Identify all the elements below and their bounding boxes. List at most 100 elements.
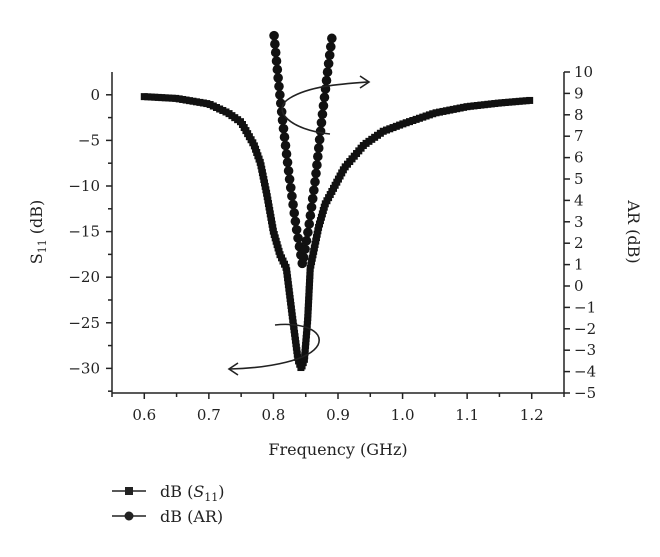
circle-marker bbox=[322, 67, 333, 77]
circle-marker bbox=[283, 166, 294, 176]
circle-marker bbox=[289, 208, 300, 218]
x-axis-label: Frequency (GHz) bbox=[268, 440, 407, 459]
circle-marker bbox=[319, 92, 330, 103]
axes: 0.6 0.7 0.8 0.9 1.0 1.1 1.20−5−10−15−20−25−301… bbox=[68, 63, 596, 424]
circle-marker bbox=[293, 233, 303, 243]
y-axis-left-label: S11 (dB) bbox=[27, 200, 49, 265]
circle-marker bbox=[313, 151, 323, 162]
y-left-tick-label: −20 bbox=[68, 268, 100, 286]
y-right-tick-label: 8 bbox=[574, 106, 584, 124]
circle-marker bbox=[298, 252, 309, 263]
y-right-tick-label: 5 bbox=[574, 170, 584, 188]
circle-marker bbox=[275, 90, 285, 100]
y-right-tick-label: −4 bbox=[574, 363, 596, 381]
legend-item-s11: dB (S11) bbox=[112, 482, 225, 504]
circle-marker bbox=[272, 64, 283, 75]
circle-marker bbox=[269, 30, 279, 41]
circle-marker bbox=[301, 235, 312, 246]
circle-marker bbox=[315, 126, 326, 136]
series-line bbox=[144, 95, 532, 371]
legend-square-marker bbox=[125, 487, 133, 495]
circle-marker bbox=[270, 39, 280, 49]
circle-marker bbox=[303, 227, 313, 238]
circle-marker bbox=[327, 33, 337, 44]
circle-marker bbox=[291, 224, 302, 235]
series-ar bbox=[269, 30, 337, 269]
ar-arrow-head bbox=[359, 75, 371, 89]
circle-marker bbox=[316, 117, 327, 128]
circle-marker bbox=[323, 58, 334, 69]
svg-text:dB (S11): dB (S11) bbox=[160, 482, 225, 504]
series-s11 bbox=[140, 93, 534, 372]
circle-marker bbox=[274, 81, 284, 92]
circle-marker bbox=[309, 185, 319, 196]
legend-item-ar: dB (AR) bbox=[112, 507, 223, 526]
x-tick-label: 0.6 bbox=[132, 406, 156, 424]
y-right-tick-label: −1 bbox=[574, 298, 596, 316]
y-right-tick-label: −5 bbox=[574, 384, 596, 402]
circle-marker bbox=[312, 160, 322, 170]
y-axis-right-label: AR (dB) bbox=[624, 199, 643, 263]
y-right-tick-label: −3 bbox=[574, 341, 596, 359]
circle-marker bbox=[317, 109, 328, 120]
x-tick-label: 1.0 bbox=[391, 406, 415, 424]
circle-marker bbox=[307, 193, 318, 204]
circle-marker bbox=[284, 174, 295, 185]
circle-marker bbox=[306, 202, 317, 212]
y-right-tick-label: 6 bbox=[574, 149, 584, 167]
y-right-tick-label: 3 bbox=[574, 213, 584, 231]
y-left-tick-label: −25 bbox=[68, 314, 100, 332]
circle-marker bbox=[311, 168, 321, 179]
y-left-tick-label: 0 bbox=[90, 86, 100, 104]
x-tick-label: 0.9 bbox=[326, 406, 350, 424]
legend: dB (S11) dB (AR) bbox=[112, 482, 225, 526]
ar-annotation-arrow bbox=[281, 81, 369, 135]
circle-marker bbox=[287, 191, 297, 201]
x-tick-label: 0.7 bbox=[197, 406, 221, 424]
circle-marker bbox=[278, 123, 289, 134]
circle-marker bbox=[318, 101, 329, 111]
y-right-tick-label: 1 bbox=[574, 256, 584, 274]
y-right-tick-label: −2 bbox=[574, 320, 596, 338]
x-tick-label: 0.8 bbox=[261, 406, 285, 424]
y-right-tick-label: 7 bbox=[574, 127, 584, 145]
x-tick-label: 1.1 bbox=[455, 406, 479, 424]
y-right-tick-label: 2 bbox=[574, 234, 584, 252]
circle-marker bbox=[273, 73, 283, 83]
circle-marker bbox=[314, 134, 325, 145]
circle-marker bbox=[313, 143, 324, 153]
circle-marker bbox=[285, 182, 296, 193]
circle-marker bbox=[271, 56, 282, 66]
s11-arrow-head bbox=[227, 362, 239, 376]
s11-annotation-arrow bbox=[229, 323, 320, 370]
y-left-tick-label: −30 bbox=[68, 359, 100, 377]
data-marks bbox=[140, 30, 534, 372]
x-tick-label: 1.2 bbox=[520, 406, 544, 424]
circle-marker bbox=[304, 219, 315, 229]
square-marker bbox=[526, 96, 534, 104]
circle-marker bbox=[305, 210, 316, 221]
circle-marker bbox=[279, 132, 290, 142]
circle-marker bbox=[325, 41, 336, 52]
circle-marker bbox=[300, 244, 310, 254]
y-right-tick-label: 9 bbox=[574, 84, 584, 102]
annotation-arrows bbox=[227, 75, 371, 376]
y-right-tick-label: 10 bbox=[574, 63, 593, 81]
y-left-tick-label: −10 bbox=[68, 177, 100, 195]
circle-marker bbox=[321, 75, 332, 86]
circle-marker bbox=[280, 140, 291, 151]
circle-marker bbox=[310, 177, 320, 187]
y-left-tick-label: −5 bbox=[78, 131, 100, 149]
circle-marker bbox=[288, 199, 298, 210]
svg-text:dB (AR): dB (AR) bbox=[160, 507, 223, 526]
legend-circle-marker bbox=[124, 511, 134, 521]
circle-marker bbox=[290, 216, 301, 227]
circle-marker bbox=[270, 47, 281, 58]
circle-marker bbox=[324, 50, 335, 61]
circle-marker bbox=[281, 149, 292, 159]
y-left-tick-label: −15 bbox=[68, 223, 100, 241]
y-right-tick-label: 4 bbox=[574, 191, 584, 209]
circle-marker bbox=[277, 115, 288, 125]
circle-marker bbox=[282, 157, 293, 168]
